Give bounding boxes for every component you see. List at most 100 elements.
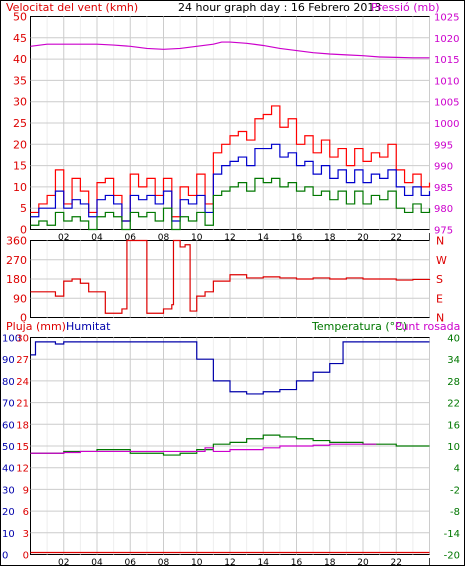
humidity-title: Humitat [66,320,111,333]
wind-y-tick: 35 [13,74,27,87]
x-tick-label: 20 [357,558,369,566]
temperature-y-tick: -8 [450,507,460,518]
temperature-axis-labels: -20 -14 -8 -2 4 10 16 22 28 34 40 [444,334,460,562]
rain-y-tick: 24 [16,377,29,388]
pressure-y-tick: 1015 [434,55,459,66]
compass-label: S [436,273,443,286]
rain-y-tick: 18 [16,420,29,431]
humidity-y-tick: 10 [2,529,15,540]
rain-y-tick: 9 [23,485,29,496]
wind-y-tick: 40 [13,53,27,66]
direction-y-tick: 270 [6,254,27,267]
rain-y-tick: 0 [23,551,29,562]
x-tick-label: 06 [125,233,137,243]
humidity-temperature-series [30,341,430,554]
pressure-y-tick: 1020 [434,34,459,45]
wind-y-tick: 20 [13,138,27,151]
direction-y-tick: 0 [20,312,27,325]
humidity-temperature-panel: 0 10 20 30 40 50 60 70 80 90 100 0 3 6 9 12 15 18 21 24 27 3… [2,334,460,566]
x-tick-label: | [428,558,431,566]
temperature-line [30,434,430,456]
compass-label: N [436,312,444,325]
x-tick-label: 08 [158,233,170,243]
x-tick-label: 04 [91,233,103,243]
day-title: 24 hour graph day : 16 Febrero 2013 [178,1,381,14]
compass-label: E [436,292,443,305]
temperature-y-tick: -20 [444,551,460,562]
rain-y-tick: 21 [16,399,29,410]
pressure-y-tick: 995 [434,140,453,151]
rain-y-tick: 12 [16,464,29,475]
temperature-y-tick: 40 [447,334,460,345]
temperature-title: Temperatura (°C) [311,320,407,333]
x-tick-label: 18 [324,233,336,243]
x-tick-label: 14 [258,558,270,566]
average-wind-line [30,143,431,222]
rain-title: Pluja (mm) [6,320,66,333]
x-tick-label: 10 [191,558,203,566]
pressure-y-tick: 1005 [434,98,459,109]
dew-point-line [30,443,377,454]
humidity-axis-labels: 0 10 20 30 40 50 60 70 80 90 100 [2,334,21,562]
x-tick-label: 06 [125,558,137,566]
compass-label: N [436,235,444,248]
pressure-line [30,41,430,59]
temperature-y-tick: -14 [444,529,460,540]
direction-y-tick: 360 [6,235,27,248]
humidity-temperature-x-labels: 0204060810121416182022|hightidelowtidesu… [58,558,431,566]
x-tick-label: | [428,233,431,243]
wind-y-tick: 30 [13,96,27,109]
wind-title: Velocitat del vent (kmh) [6,1,138,14]
humidity-y-tick: 100 [2,334,21,345]
humidity-y-tick: 90 [2,355,15,366]
x-tick-label: 02 [58,558,69,566]
wind-direction-line [30,239,431,314]
direction-y-tick: 90 [13,292,27,305]
humidity-y-tick: 0 [2,551,8,562]
x-tick-label: 02 [58,233,69,243]
wind-y-tick: 50 [13,11,27,24]
pressure-axis-labels: 975 980 985 990 995 1000 1005 1010 1015 1020 1025 [434,13,459,237]
wind-y-tick: 5 [20,202,27,215]
humidity-y-tick: 60 [2,420,15,431]
temperature-y-tick: 34 [447,355,460,366]
rain-y-tick: 15 [16,442,29,453]
x-tick-label: 22 [391,558,402,566]
x-tick-label: 16 [291,233,303,243]
pressure-title: Pressió (mb) [371,1,440,14]
x-tick-label: 22 [391,233,402,243]
x-tick-label: 04 [91,558,103,566]
compass-label: W [436,254,447,267]
rain-y-tick: 3 [23,529,29,540]
temperature-y-tick: -2 [450,485,460,496]
wind-y-tick: 0 [20,224,27,237]
humidity-line [30,341,430,395]
humidity-y-tick: 30 [2,485,15,496]
wind-y-tick: 25 [13,117,27,130]
x-tick-label: 12 [224,233,235,243]
wind-y-tick: 10 [13,181,27,194]
temperature-y-tick: 22 [447,399,460,410]
humidity-y-tick: 50 [2,442,15,453]
x-tick-label: 12 [224,558,235,566]
x-tick-label: 16 [291,558,303,566]
pressure-y-tick: 1025 [434,13,459,24]
dew-title: Punt rosada [395,320,460,333]
rain-y-tick: 30 [16,334,29,345]
rain-y-tick: 27 [16,355,29,366]
pressure-y-tick: 980 [434,204,453,215]
x-tick-label: 20 [357,233,369,243]
humidity-y-tick: 70 [2,399,15,410]
wind-y-tick: 15 [13,160,27,173]
temperature-y-tick: 16 [447,420,460,431]
pressure-y-tick: 985 [434,183,453,194]
humidity-y-tick: 20 [2,507,15,518]
x-tick-label: 18 [324,558,336,566]
gust-wind-line [30,105,431,222]
pressure-y-tick: 975 [434,226,453,237]
direction-axis-labels: 360 270 180 90 0 [6,235,27,325]
